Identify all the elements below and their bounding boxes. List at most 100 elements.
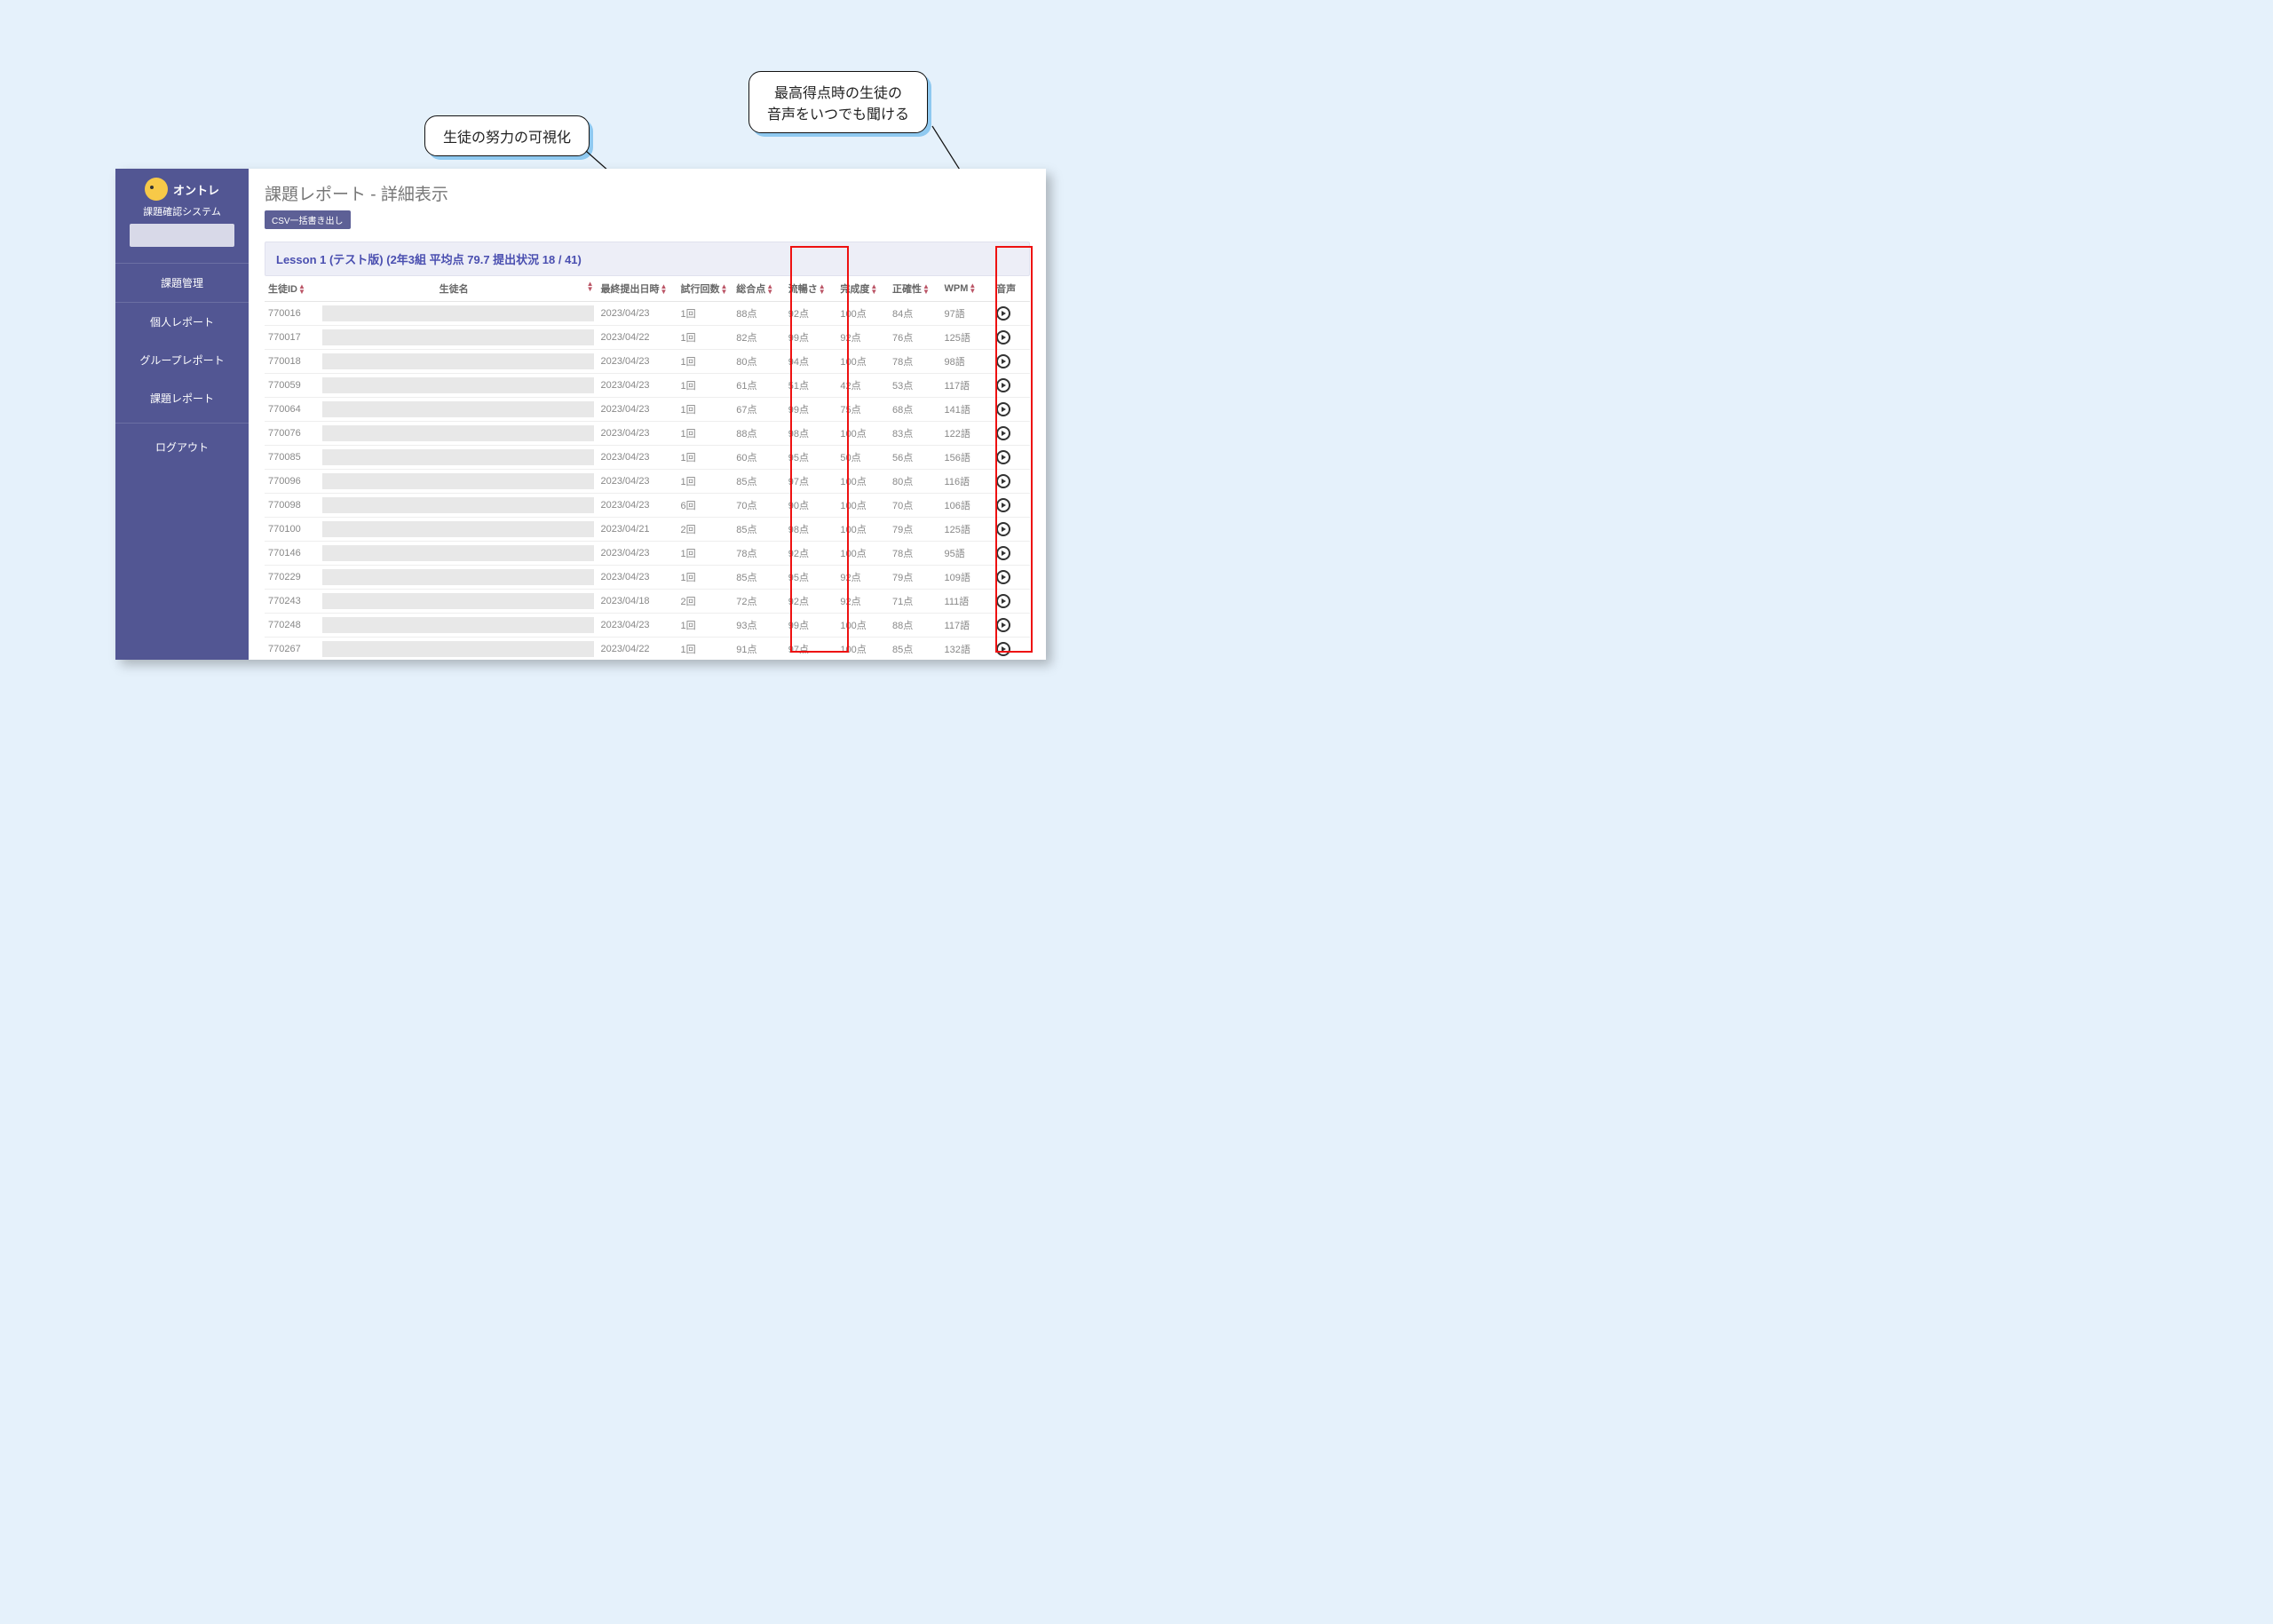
nav-item-kojin-report[interactable]: 個人レポート <box>115 303 249 341</box>
cell-total: 88点 <box>733 302 785 326</box>
table-row[interactable]: 7700982023/04/236回70点90点100点70点106語 <box>265 494 1030 518</box>
sort-icon: ▲▼ <box>969 283 976 294</box>
table-row[interactable]: 7700162023/04/231回88点92点100点84点97語 <box>265 302 1030 326</box>
cell-total: 82点 <box>733 326 785 350</box>
col-tries[interactable]: 試行回数▲▼ <box>677 276 733 302</box>
cell-id: 770098 <box>265 494 319 518</box>
col-submit-date[interactable]: 最終提出日時▲▼ <box>598 276 677 302</box>
logo-icon <box>145 178 168 201</box>
play-audio-icon[interactable] <box>996 306 1010 321</box>
cell-name <box>319 302 598 326</box>
table-row[interactable]: 7702482023/04/231回93点99点100点88点117語 <box>265 614 1030 638</box>
table-row[interactable]: 7702292023/04/231回85点95点92点79点109語 <box>265 566 1030 590</box>
play-audio-icon[interactable] <box>996 450 1010 464</box>
col-student-id[interactable]: 生徒ID▲▼ <box>265 276 319 302</box>
table-row[interactable]: 7701462023/04/231回78点92点100点78点95語 <box>265 542 1030 566</box>
play-audio-icon[interactable] <box>996 354 1010 368</box>
cell-accuracy: 78点 <box>889 542 941 566</box>
col-total[interactable]: 総合点▲▼ <box>733 276 785 302</box>
nav-item-logout[interactable]: ログアウト <box>115 423 249 466</box>
col-completion[interactable]: 完成度▲▼ <box>836 276 889 302</box>
nav-item-kadai-kanri[interactable]: 課題管理 <box>115 263 249 303</box>
cell-wpm: 125語 <box>941 518 994 542</box>
cell-wpm: 95語 <box>941 542 994 566</box>
col-fluency[interactable]: 流暢さ▲▼ <box>785 276 837 302</box>
cell-name <box>319 374 598 398</box>
cell-accuracy: 56点 <box>889 446 941 470</box>
table-row[interactable]: 7700762023/04/231回88点98点100点83点122語 <box>265 422 1030 446</box>
cell-wpm: 117語 <box>941 614 994 638</box>
cell-fluency: 95点 <box>785 566 837 590</box>
cell-date: 2023/04/23 <box>598 446 677 470</box>
csv-export-button[interactable]: CSV一括書き出し <box>265 210 351 229</box>
play-audio-icon[interactable] <box>996 378 1010 392</box>
cell-id: 770248 <box>265 614 319 638</box>
play-audio-icon[interactable] <box>996 426 1010 440</box>
cell-audio <box>993 302 1030 326</box>
cell-accuracy: 88点 <box>889 614 941 638</box>
table-row[interactable]: 7702432023/04/182回72点92点92点71点111語 <box>265 590 1030 614</box>
play-audio-icon[interactable] <box>996 570 1010 584</box>
logo-row: オントレ <box>145 178 219 201</box>
cell-total: 72点 <box>733 590 785 614</box>
cell-wpm: 156語 <box>941 446 994 470</box>
table-row[interactable]: 7700852023/04/231回60点95点50点56点156語 <box>265 446 1030 470</box>
cell-fluency: 99点 <box>785 398 837 422</box>
cell-date: 2023/04/23 <box>598 374 677 398</box>
col-student-name[interactable]: 生徒名▲▼ <box>319 276 598 302</box>
play-audio-icon[interactable] <box>996 546 1010 560</box>
sort-icon: ▲▼ <box>298 284 305 295</box>
cell-completion: 50点 <box>836 446 889 470</box>
name-redacted <box>322 617 594 633</box>
cell-accuracy: 84点 <box>889 302 941 326</box>
cell-tries: 2回 <box>677 590 733 614</box>
name-redacted <box>322 521 594 537</box>
name-redacted <box>322 449 594 465</box>
cell-fluency: 94点 <box>785 350 837 374</box>
nav-item-kadai-report[interactable]: 課題レポート <box>115 379 249 417</box>
table-row[interactable]: 7700172023/04/221回82点99点92点76点125語 <box>265 326 1030 350</box>
cell-wpm: 111語 <box>941 590 994 614</box>
cell-fluency: 99点 <box>785 326 837 350</box>
play-audio-icon[interactable] <box>996 474 1010 488</box>
cell-total: 78点 <box>733 542 785 566</box>
table-row[interactable]: 7702672023/04/221回91点97点100点85点132語 <box>265 638 1030 661</box>
play-audio-icon[interactable] <box>996 402 1010 416</box>
cell-tries: 1回 <box>677 470 733 494</box>
play-audio-icon[interactable] <box>996 594 1010 608</box>
name-redacted <box>322 353 594 369</box>
cell-date: 2023/04/23 <box>598 422 677 446</box>
play-audio-icon[interactable] <box>996 522 1010 536</box>
report-table: 生徒ID▲▼ 生徒名▲▼ 最終提出日時▲▼ 試行回数▲▼ 総合点▲▼ 流暢さ▲▼… <box>265 276 1030 660</box>
cell-completion: 100点 <box>836 302 889 326</box>
play-audio-icon[interactable] <box>996 498 1010 512</box>
cell-tries: 1回 <box>677 638 733 661</box>
play-audio-icon[interactable] <box>996 642 1010 656</box>
cell-audio <box>993 638 1030 661</box>
cell-id: 770229 <box>265 566 319 590</box>
cell-name <box>319 518 598 542</box>
table-row[interactable]: 7700592023/04/231回61点51点42点53点117語 <box>265 374 1030 398</box>
name-redacted <box>322 401 594 417</box>
cell-name <box>319 494 598 518</box>
cell-date: 2023/04/22 <box>598 638 677 661</box>
table-row[interactable]: 7700182023/04/231回80点94点100点78点98語 <box>265 350 1030 374</box>
cell-audio <box>993 566 1030 590</box>
name-redacted <box>322 641 594 657</box>
nav-item-group-report[interactable]: グループレポート <box>115 341 249 379</box>
col-accuracy[interactable]: 正確性▲▼ <box>889 276 941 302</box>
name-redacted <box>322 569 594 585</box>
cell-tries: 2回 <box>677 518 733 542</box>
cell-wpm: 141語 <box>941 398 994 422</box>
sort-icon: ▲▼ <box>870 284 877 295</box>
cell-name <box>319 566 598 590</box>
table-row[interactable]: 7700642023/04/231回67点99点75点68点141語 <box>265 398 1030 422</box>
play-audio-icon[interactable] <box>996 618 1010 632</box>
cell-name <box>319 614 598 638</box>
table-row[interactable]: 7701002023/04/212回85点98点100点79点125語 <box>265 518 1030 542</box>
play-audio-icon[interactable] <box>996 330 1010 345</box>
table-row[interactable]: 7700962023/04/231回85点97点100点80点116語 <box>265 470 1030 494</box>
cell-tries: 1回 <box>677 446 733 470</box>
brand-subtitle: 課題確認システム <box>143 204 221 218</box>
col-wpm[interactable]: WPM▲▼ <box>941 276 994 302</box>
